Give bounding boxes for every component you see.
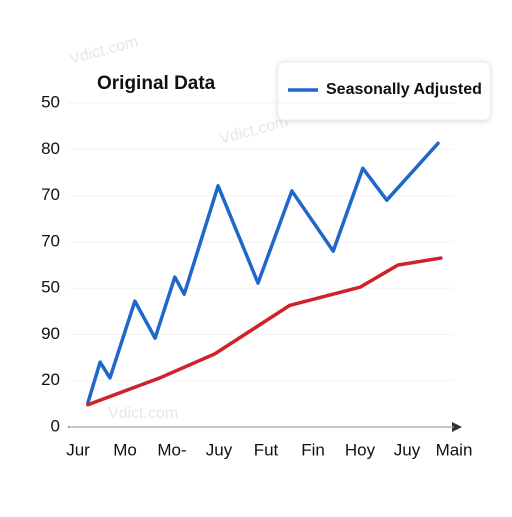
y-tick-label: 50 xyxy=(41,92,60,111)
y-tick-label: 80 xyxy=(41,139,60,158)
x-tick-label: Mo- xyxy=(157,440,186,459)
x-tick-label: Juy xyxy=(394,440,421,459)
y-tick-label: 90 xyxy=(41,324,60,343)
x-axis-arrow xyxy=(452,422,462,432)
x-tick-label: Hoy xyxy=(345,440,376,459)
x-tick-label: Fin xyxy=(301,440,325,459)
x-tick-label: Main xyxy=(436,440,473,459)
chart-title: Original Data xyxy=(97,73,216,94)
y-tick-label: 20 xyxy=(41,370,60,389)
x-tick-label: Juy xyxy=(206,440,233,459)
y-tick-label: 70 xyxy=(41,231,60,250)
y-tick-label: 70 xyxy=(41,185,60,204)
x-tick-label: Jur xyxy=(66,440,90,459)
legend-label: Seasonally Adjusted xyxy=(326,81,482,98)
x-tick-label: Fut xyxy=(254,440,279,459)
watermark: Vdict.com xyxy=(68,33,140,68)
y-tick-label: 0 xyxy=(51,416,60,435)
legend-box xyxy=(277,61,491,121)
line-series xyxy=(86,256,443,407)
watermark: Vdict.com xyxy=(108,405,178,422)
watermark: Vdict.com xyxy=(218,113,290,148)
line-series xyxy=(86,141,440,405)
y-tick-label: 50 xyxy=(41,278,60,297)
x-tick-label: Mo xyxy=(113,440,137,459)
